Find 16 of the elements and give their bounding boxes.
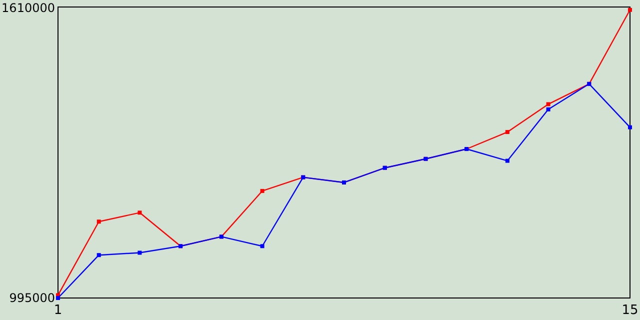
point [505,130,510,134]
point [138,250,142,255]
point [96,220,101,224]
point [505,158,510,163]
point [138,210,142,215]
point [546,102,550,106]
x-tick-label: 15 [622,303,638,318]
point [260,244,264,248]
y-tick-label: 1610000 [2,0,55,15]
point [260,188,264,193]
y-tick-label: 995000 [9,290,55,305]
x-tick-label: 1 [54,303,62,318]
point [628,8,632,12]
point [628,125,632,130]
point [546,107,550,112]
point [96,253,101,258]
